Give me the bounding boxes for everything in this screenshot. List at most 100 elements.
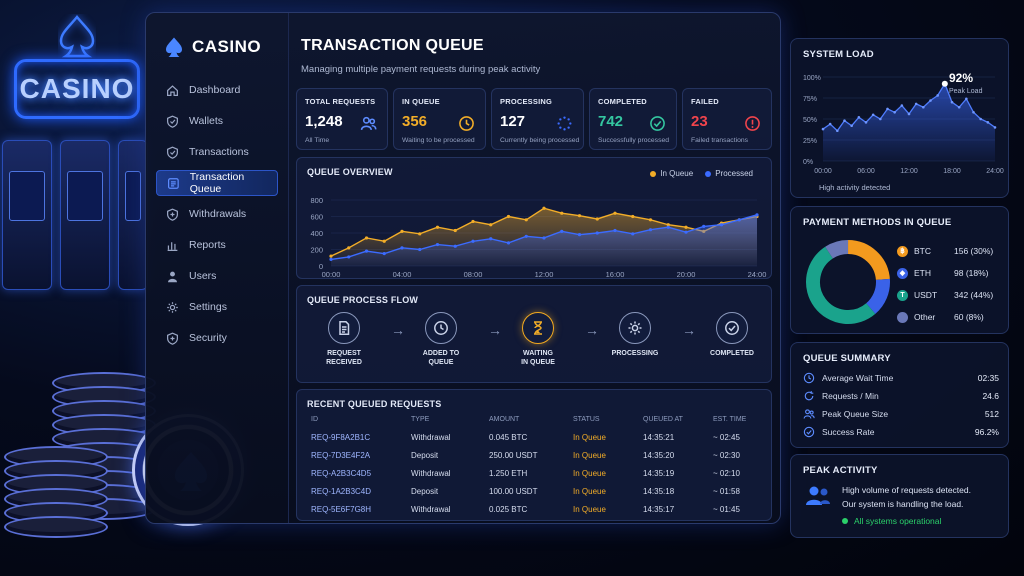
sidebar-item-label: Withdrawals <box>189 208 247 220</box>
request-type: Withdrawal <box>411 468 451 478</box>
sidebar-item-users[interactable]: Users <box>156 263 278 289</box>
status-dot-icon <box>842 518 848 524</box>
stat-value: 356 <box>402 113 428 130</box>
spade-icon <box>59 15 95 58</box>
recent-requests-title: RECENT QUEUED REQUESTS <box>307 399 442 409</box>
sidebar-item-security[interactable]: Security <box>156 325 278 351</box>
data-point <box>418 232 422 236</box>
data-point <box>524 234 528 238</box>
data-point <box>471 239 475 243</box>
bitcoin-icon: ฿ <box>897 245 908 257</box>
poker-chip-stack <box>4 446 114 546</box>
stat-card-failed: FAILED 23 Failed transactions <box>682 88 772 150</box>
queued-at: 14:35:18 <box>643 486 675 496</box>
payment-method-count: 156 (30%) <box>954 246 994 256</box>
summary-peak-queue-size: Peak Queue Size 512 <box>803 407 999 421</box>
data-point <box>900 104 904 107</box>
sidebar-item-settings[interactable]: Settings <box>156 294 278 320</box>
request-id[interactable]: REQ-9F8A2B1C <box>311 432 371 442</box>
data-point <box>684 230 688 234</box>
payment-method-eth[interactable]: ◆ ETH 98 (18%) <box>897 265 1001 281</box>
donut-slice-eth[interactable] <box>865 278 890 314</box>
column-header[interactable]: QUEUED AT <box>643 416 683 423</box>
data-point <box>560 211 564 215</box>
payment-method-usdt[interactable]: T USDT 342 (44%) <box>897 287 1001 303</box>
summary-label: Requests / Min <box>822 391 879 401</box>
payment-method-name: ETH <box>914 268 931 278</box>
flow-step-completed: COMPLETED <box>697 312 767 358</box>
donut-slice-usdt[interactable] <box>806 246 876 324</box>
column-header[interactable]: STATUS <box>573 416 600 423</box>
data-point <box>382 252 386 256</box>
request-id[interactable]: REQ-A2B3C4D5 <box>311 468 372 478</box>
clock-icon <box>434 321 448 335</box>
request-status: In Queue <box>573 468 606 478</box>
request-id[interactable]: REQ-1A2B3C4D <box>311 486 372 496</box>
data-point <box>737 218 741 222</box>
request-id[interactable]: REQ-7D3E4F2A <box>311 450 371 460</box>
queued-at: 14:35:20 <box>643 450 675 460</box>
column-header[interactable]: ID <box>311 416 318 423</box>
sidebar-item-transactions[interactable]: Transactions <box>156 139 278 165</box>
x-tick-label: 00:00 <box>814 168 832 175</box>
stat-icon-wrap <box>458 115 475 137</box>
y-tick-label: 200 <box>310 246 323 255</box>
donut-slice-btc[interactable] <box>847 240 890 281</box>
request-amount: 0.045 BTC <box>489 432 528 442</box>
sidebar-item-label: Wallets <box>189 115 224 127</box>
data-point <box>857 116 861 119</box>
donut-slice-other[interactable] <box>825 239 849 259</box>
table-row[interactable]: REQ-5E6F7G8H Withdrawal 0.025 BTC In Queue 1… <box>307 500 769 518</box>
data-point <box>702 224 706 228</box>
y-tick-label: 0 <box>319 262 323 271</box>
data-point <box>595 217 599 221</box>
sidebar-item-label: Users <box>189 270 217 282</box>
flow-step-label-line2: QUEUE <box>428 359 454 366</box>
sidebar-item-withdrawals[interactable]: Withdrawals <box>156 201 278 227</box>
table-row[interactable]: REQ-7D3E4F2A Deposit 250.00 USDT In Queue 14… <box>307 446 769 464</box>
flow-step-label: PROCESSING <box>600 349 670 358</box>
column-header[interactable]: TYPE <box>411 416 430 423</box>
request-id[interactable]: REQ-5E6F7G8H <box>311 504 372 514</box>
data-point <box>907 112 911 116</box>
table-row[interactable]: REQ-1A2B3C4D Deposit 100.00 USDT In Queue 14… <box>307 482 769 500</box>
payment-methods-title: PAYMENT METHODS IN QUEUE <box>803 217 952 228</box>
recent-requests-table: ID TYPE AMOUNT STATUS QUEUED AT EST. TIME REQ… <box>307 412 769 518</box>
sidebar-item-label: Transaction Queue <box>189 171 245 195</box>
data-point <box>965 97 968 101</box>
y-tick-label: 0% <box>803 159 813 166</box>
x-tick-label: 06:00 <box>857 168 875 175</box>
sidebar-item-transaction-queue[interactable]: Transaction Queue <box>156 170 278 196</box>
flow-step-circle <box>522 312 554 344</box>
summary-value: 24.6 <box>982 391 999 401</box>
payment-method-other[interactable]: Other 60 (8%) <box>897 309 1001 325</box>
users-icon <box>806 486 830 505</box>
flow-step-processing: PROCESSING <box>600 312 670 358</box>
data-point <box>986 121 990 124</box>
arrow-right-icon: → <box>488 322 502 338</box>
peak-load-value: 92% <box>949 71 974 85</box>
sidebar-item-wallets[interactable]: Wallets <box>156 108 278 134</box>
brand-name: CASINO <box>192 37 262 56</box>
column-header[interactable]: EST. TIME <box>713 416 747 423</box>
stat-icon-wrap <box>360 115 377 137</box>
sidebar-item-dashboard[interactable]: Dashboard <box>156 77 278 103</box>
brand[interactable]: CASINO <box>164 36 261 58</box>
stat-subtext: All Time <box>305 137 330 144</box>
data-point <box>435 225 440 229</box>
stat-value: 127 <box>500 113 526 130</box>
table-row[interactable]: REQ-A2B3C4D5 Withdrawal 1.250 ETH In Queue 1… <box>307 464 769 482</box>
data-point <box>489 237 493 241</box>
data-point <box>922 105 925 109</box>
sidebar-item-reports[interactable]: Reports <box>156 232 278 258</box>
data-point <box>871 113 875 117</box>
tether-icon: T <box>897 289 908 301</box>
queued-at: 14:35:21 <box>643 432 675 442</box>
payment-method-btc[interactable]: ฿ BTC 156 (30%) <box>897 243 1001 259</box>
shield-icon <box>167 115 178 128</box>
column-header[interactable]: AMOUNT <box>489 416 520 423</box>
data-point <box>957 105 961 109</box>
table-row[interactable]: REQ-9F8A2B1C Withdrawal 0.045 BTC In Queue 1… <box>307 428 769 446</box>
queue-summary-card: QUEUE SUMMARY Average Wait Time 02:35 Requ… <box>790 342 1009 448</box>
dot-icon <box>897 311 908 323</box>
